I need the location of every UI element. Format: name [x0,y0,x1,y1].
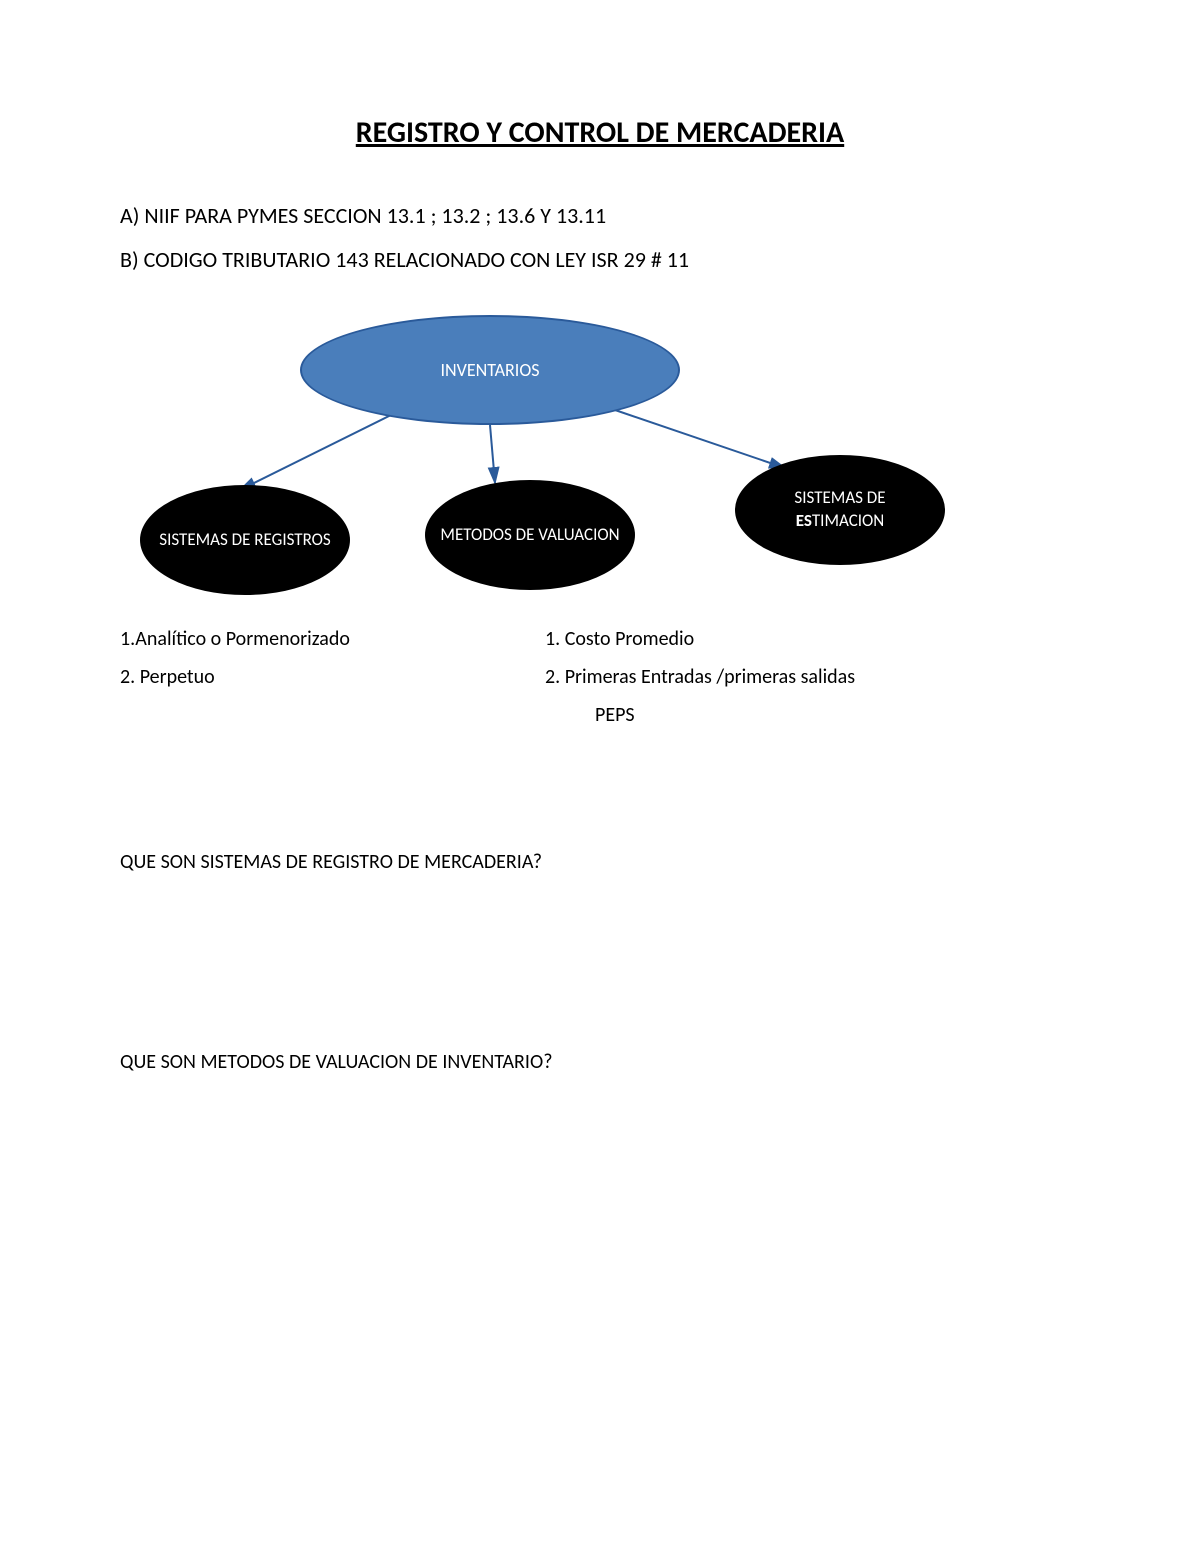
inventarios-diagram: INVENTARIOS SISTEMAS DE REGISTROS METODO… [120,310,1080,610]
right-item-2: 2. Primeras Entradas /primeras salidas [545,658,855,696]
document-page: REGISTRO Y CONTROL DE MERCADERIA A) NIIF… [0,0,1200,1553]
node-metodos-valuacion-label: METODOS DE VALUACION [440,524,619,547]
left-item-1: 1.Analítico o Pormenorizado [120,620,350,658]
page-title: REGISTRO Y CONTROL DE MERCADERIA [0,114,1200,151]
node-metodos-valuacion: METODOS DE VALUACION [425,480,635,590]
node-sistemas-registros-label: SISTEMAS DE REGISTROS [159,529,330,552]
left-item-list: 1.Analítico o Pormenorizado 2. Perpetuo [120,620,350,696]
bullet-b: B) CODIGO TRIBUTARIO 143 RELACIONADO CON… [120,246,689,273]
right-item-peps: PEPS [545,696,855,734]
question-2: QUE SON METODOS DE VALUACION DE INVENTAR… [120,1050,552,1074]
right-item-1: 1. Costo Promedio [545,620,855,658]
left-item-2: 2. Perpetuo [120,658,350,696]
node-inventarios-label: INVENTARIOS [440,359,539,381]
node-sistemas-estimacion-label: SISTEMAS DE ESTIMACION [794,487,885,533]
node-sistemas-registros: SISTEMAS DE REGISTROS [140,485,350,595]
question-1: QUE SON SISTEMAS DE REGISTRO DE MERCADER… [120,850,542,874]
right-item-list: 1. Costo Promedio 2. Primeras Entradas /… [545,620,855,734]
node-sistemas-estimacion: SISTEMAS DE ESTIMACION [735,455,945,565]
bullet-a: A) NIIF PARA PYMES SECCION 13.1 ; 13.2 ;… [120,202,606,229]
node-inventarios: INVENTARIOS [300,315,680,425]
